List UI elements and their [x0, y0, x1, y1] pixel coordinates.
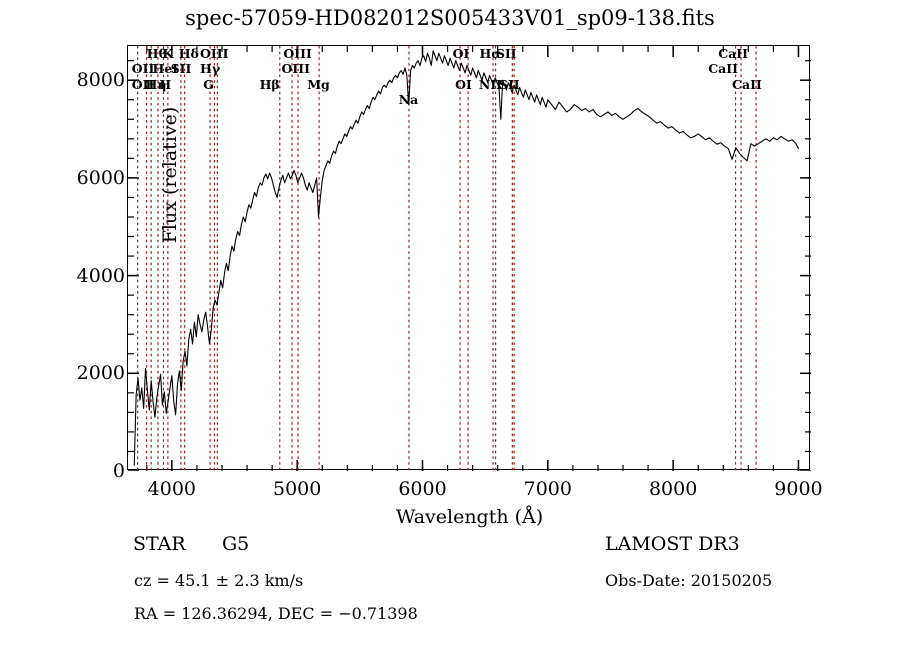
x-axis-label: Wavelength (Å) [395, 506, 544, 528]
axis-minor-ticks [128, 46, 811, 471]
spectral-line-label: OI [455, 77, 472, 92]
spectral-line-label: HeI [152, 61, 179, 76]
spectral-line-label: OIII [281, 61, 310, 76]
spectral-line-label: Hα [479, 46, 501, 61]
spectral-line-label: G [203, 77, 214, 92]
plot-canvas [128, 46, 811, 472]
y-tick-label: 8000 [76, 69, 125, 92]
y-tick-label: 2000 [76, 362, 125, 385]
spectral-line-label: OIII [283, 46, 312, 61]
object-type-label: STAR [133, 533, 186, 555]
x-tick-label: 5000 [272, 478, 322, 500]
spectral-line-label: SII [495, 46, 517, 61]
redshift-velocity-label: cz = 45.1 ± 2.3 km/s [134, 571, 304, 590]
survey-label: LAMOST DR3 [605, 533, 740, 555]
spectral-line-label: K [162, 46, 174, 61]
spectral-line-label: Hη [145, 77, 167, 92]
spectral-line-label: OI [452, 46, 470, 61]
spectral-line-label: CaII [718, 46, 748, 61]
spectral-line-label: Hδ [178, 46, 199, 61]
y-tick-label: 6000 [76, 166, 125, 189]
page-title: spec-57059-HD082012S005433V01_sp09-138.f… [185, 6, 715, 30]
x-tick-label: 8000 [648, 478, 698, 500]
y-tick-label: 0 [112, 460, 125, 482]
spectral-line-label: CaII [732, 77, 762, 92]
y-tick-label: 4000 [76, 264, 125, 287]
spectral-line-label: Hβ [259, 77, 280, 92]
spectrum-plot: Flux (relative) 0 2000 4000 6000 8000 4000 50… [77, 45, 823, 528]
axis-major-ticks [128, 46, 811, 472]
spectral-line-label: Hθ [146, 46, 167, 61]
spectrum-svg [128, 46, 811, 472]
spectral-line-label: H [159, 77, 172, 92]
spectral-line-label: Mg [307, 77, 330, 92]
spectral-line-label: Na [398, 92, 419, 107]
spectrum-curve [133, 50, 800, 466]
spectral-line-label: SII [498, 77, 520, 92]
spectral-line-label: OII [131, 61, 155, 76]
x-tick-label: 4000 [147, 478, 197, 500]
spectral-line-markers [137, 46, 757, 471]
coordinates-label: RA = 126.36294, DEC = −0.71398 [134, 604, 418, 623]
spectral-class-label: G5 [222, 533, 250, 555]
x-tick-label: 9000 [774, 478, 823, 500]
spectral-line-label: OIII [200, 46, 229, 61]
x-tick-label: 7000 [523, 478, 572, 500]
obs-date-label: Obs-Date: 20150205 [605, 571, 773, 590]
spectral-line-label: CaII [708, 61, 738, 76]
spectral-line-label: OII [131, 77, 155, 92]
spectral-line-label: SII [170, 61, 192, 76]
spectral-line-label: NII [478, 77, 503, 92]
x-tick-label: 6000 [398, 478, 447, 500]
spectral-line-label: Hγ [200, 61, 221, 76]
